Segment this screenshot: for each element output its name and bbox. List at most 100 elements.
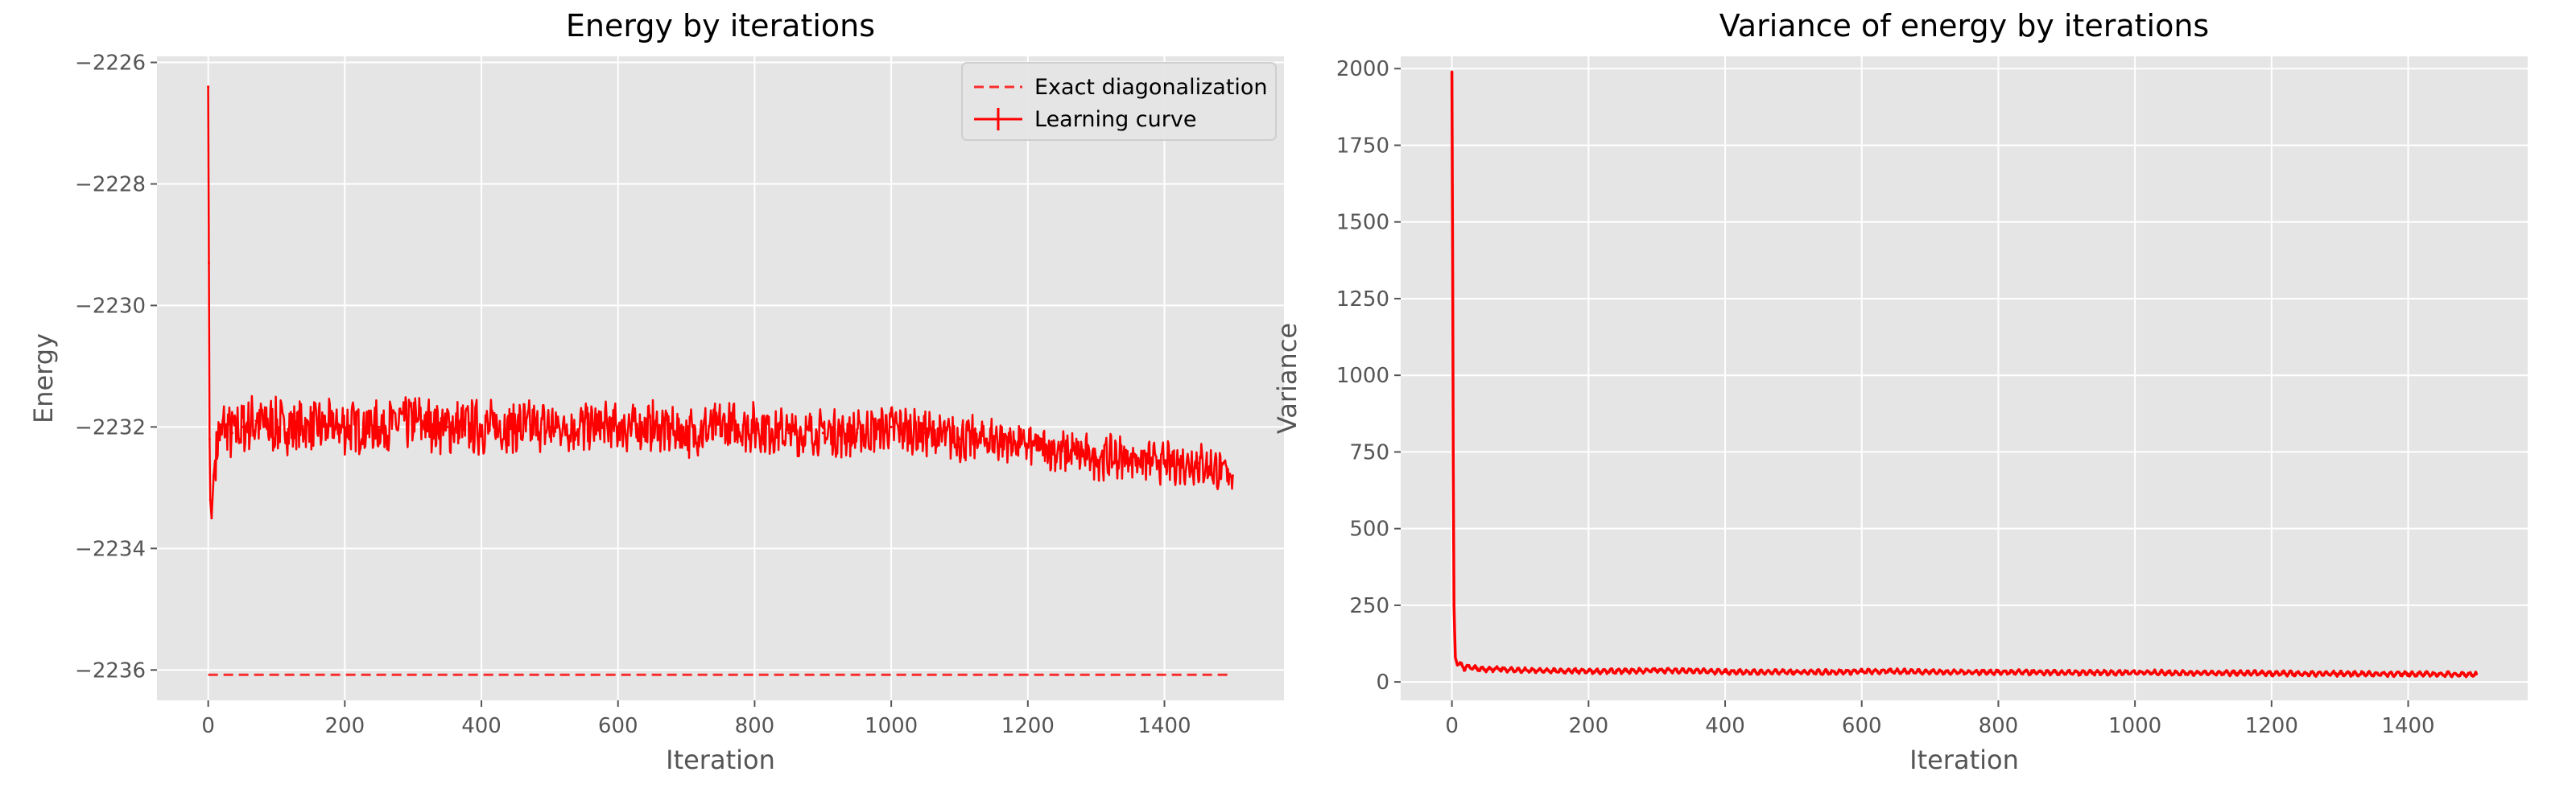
- data-point: [207, 85, 210, 89]
- data-point: [1451, 70, 1454, 73]
- x-tick-label: 400: [1705, 714, 1745, 738]
- data-point: [275, 425, 278, 428]
- y-tick-label: 1500: [1336, 211, 1389, 235]
- x-tick-label: 600: [598, 714, 638, 738]
- data-point: [207, 262, 210, 265]
- data-point: [2235, 671, 2239, 675]
- y-tick-label: −2232: [75, 415, 146, 440]
- data-point: [411, 419, 415, 423]
- data-point: [1826, 671, 1829, 674]
- data-point: [2065, 671, 2068, 675]
- data-point: [2407, 672, 2410, 675]
- x-axis-label: Iteration: [1909, 745, 2019, 775]
- data-point: [480, 425, 483, 428]
- data-point: [719, 425, 722, 428]
- data-point: [890, 425, 893, 428]
- series-layer: [1450, 70, 2479, 679]
- data-point: [309, 425, 312, 428]
- y-tick-label: −2234: [75, 537, 146, 561]
- data-point: [2475, 673, 2478, 676]
- data-point: [958, 437, 961, 440]
- data-point: [1459, 662, 1462, 665]
- data-point: [1454, 656, 1457, 659]
- data-point: [514, 425, 517, 428]
- data-point: [685, 431, 688, 435]
- data-point: [1963, 671, 1966, 674]
- data-point: [1792, 671, 1795, 674]
- data-point: [2270, 671, 2273, 675]
- data-point: [215, 444, 218, 447]
- plot-area: [1401, 56, 2528, 700]
- x-tick-label: 1200: [2245, 714, 2298, 738]
- chart-panel-1: 0 200 400 600 800 1000 1200 1400 −2236 −2234 −2232…: [28, 8, 1284, 775]
- x-tick-label: 800: [735, 714, 775, 738]
- data-point: [2031, 671, 2034, 674]
- x-tick-label: 0: [1445, 714, 1459, 738]
- x-tick-label: 800: [1979, 714, 2019, 738]
- data-point: [1060, 450, 1063, 453]
- y-tick-label: 750: [1349, 440, 1389, 464]
- data-point: [219, 431, 222, 435]
- y-tick-label: 1250: [1336, 287, 1389, 312]
- data-point: [1996, 671, 2000, 674]
- data-point: [254, 419, 258, 423]
- data-point: [1484, 668, 1488, 671]
- data-point: [1474, 667, 1477, 670]
- data-point: [2168, 671, 2171, 675]
- data-point: [2099, 671, 2103, 675]
- data-point: [1129, 456, 1132, 459]
- x-tick-label: 0: [201, 714, 215, 738]
- data-point: [856, 431, 859, 435]
- data-point: [1463, 667, 1466, 670]
- data-point: [1621, 670, 1624, 673]
- chart-panel-2: 0 200 400 600 800 1000 1200 1400 0 250 500 750 1000 1…: [1272, 8, 2528, 775]
- data-point: [1452, 604, 1455, 607]
- data-point: [650, 425, 654, 428]
- x-tick-label: 1000: [2108, 714, 2161, 738]
- data-point: [2441, 673, 2444, 676]
- data-point: [1451, 465, 1455, 469]
- data-point: [378, 425, 381, 428]
- y-tick-label: 2000: [1336, 57, 1389, 81]
- data-point: [1757, 671, 1761, 674]
- data-point: [1553, 669, 1556, 672]
- y-tick-label: 0: [1376, 671, 1389, 695]
- x-tick-label: 400: [461, 714, 502, 738]
- data-point: [224, 425, 227, 428]
- data-point: [2339, 672, 2342, 675]
- data-point: [1724, 671, 1727, 674]
- data-point: [210, 517, 213, 520]
- x-tick-label: 200: [1569, 714, 1609, 738]
- y-tick-label: 1000: [1336, 364, 1389, 388]
- x-axis-label: Iteration: [666, 745, 775, 775]
- data-point: [230, 431, 233, 435]
- data-point: [1468, 665, 1471, 668]
- x-tick-label: 600: [1842, 714, 1882, 738]
- legend: Exact diagonalization Learning curve: [961, 62, 1277, 141]
- data-point: [1095, 456, 1098, 459]
- data-point: [208, 437, 211, 440]
- data-point: [1587, 670, 1590, 673]
- x-tick-label: 1400: [1137, 714, 1191, 738]
- data-point: [1655, 669, 1658, 672]
- data-point: [2133, 671, 2136, 674]
- legend-label-learning: Learning curve: [1034, 107, 1196, 132]
- data-point: [1518, 669, 1521, 672]
- series-layer: [207, 85, 1234, 676]
- x-tick-label: 1000: [865, 714, 918, 738]
- data-point: [208, 498, 212, 502]
- chart-title: Variance of energy by iterations: [1719, 8, 2209, 43]
- x-tick-label: 200: [325, 714, 365, 738]
- data-point: [1894, 670, 1897, 673]
- data-point: [212, 474, 215, 477]
- legend-box: [961, 62, 1277, 141]
- y-tick-label: 500: [1349, 518, 1389, 542]
- x-tick-label: 1200: [1001, 714, 1055, 738]
- data-point: [548, 425, 551, 428]
- data-point: [617, 425, 620, 428]
- data-point: [787, 431, 791, 435]
- data-point: [241, 425, 244, 428]
- y-tick-label: −2236: [75, 658, 146, 683]
- data-point: [582, 425, 585, 428]
